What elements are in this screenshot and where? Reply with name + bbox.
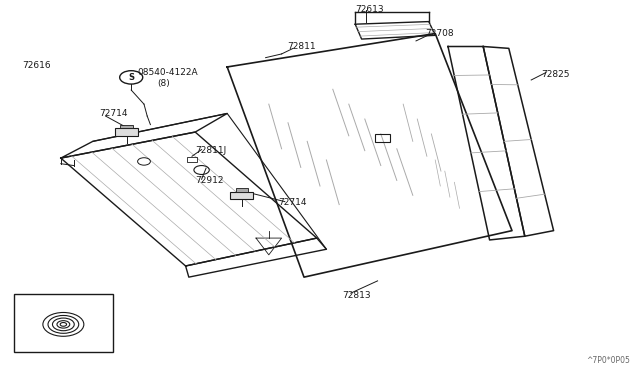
Bar bbox=[375, 134, 390, 142]
Text: 72811J: 72811J bbox=[195, 146, 227, 155]
Text: 72825: 72825 bbox=[541, 70, 570, 79]
Text: 72714: 72714 bbox=[99, 109, 128, 118]
Text: 72811: 72811 bbox=[287, 42, 316, 51]
Text: ^7P0*0P05: ^7P0*0P05 bbox=[586, 356, 630, 365]
Text: 72613: 72613 bbox=[355, 5, 384, 14]
Text: S: S bbox=[128, 73, 134, 82]
Text: 72714: 72714 bbox=[278, 198, 307, 207]
Text: (8): (8) bbox=[157, 79, 170, 88]
Bar bbox=[14, 294, 113, 352]
Text: 72708: 72708 bbox=[426, 29, 454, 38]
Text: 72616: 72616 bbox=[22, 61, 51, 70]
Bar bbox=[115, 128, 138, 136]
Bar bbox=[120, 125, 133, 128]
Bar bbox=[236, 188, 248, 192]
Text: 08540-4122A: 08540-4122A bbox=[138, 68, 198, 77]
Text: 72912: 72912 bbox=[195, 176, 224, 185]
Text: 72813: 72813 bbox=[342, 291, 371, 300]
Bar bbox=[187, 157, 197, 162]
Bar bbox=[230, 192, 253, 199]
